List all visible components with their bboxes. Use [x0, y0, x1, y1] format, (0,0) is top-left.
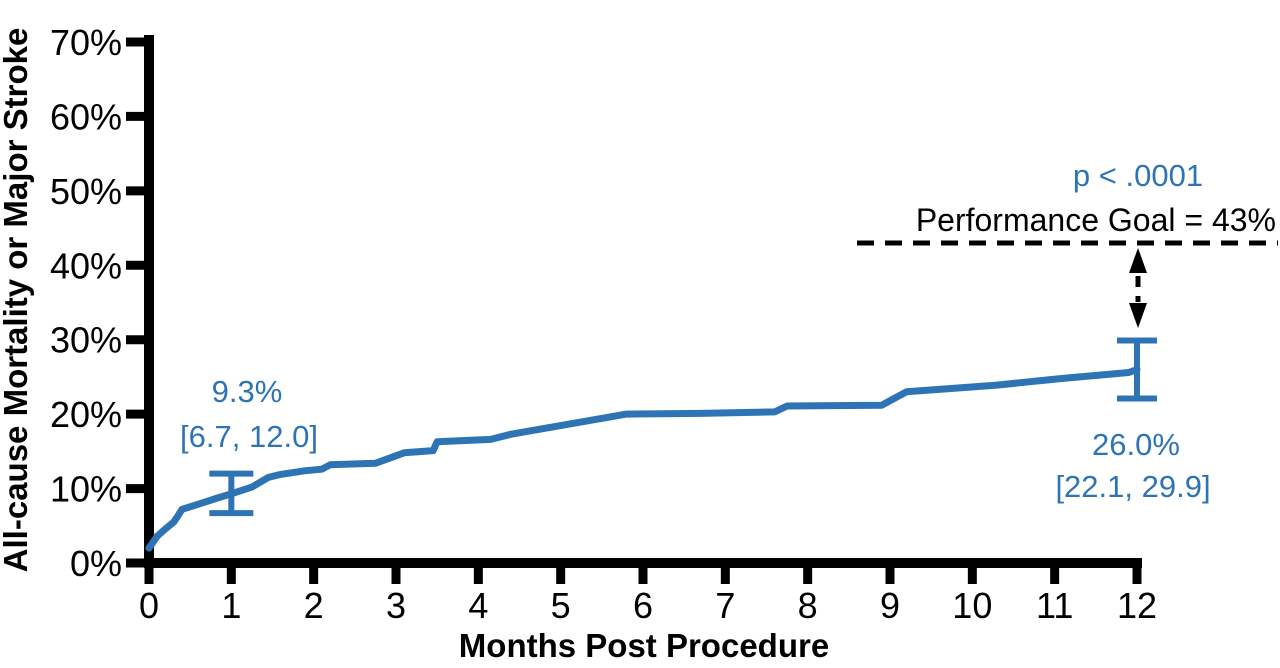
x-tick-label: 4 [468, 585, 488, 626]
y-axis-title: All-cause Mortality or Major Stroke [0, 28, 34, 573]
y-tick-label: 10% [50, 469, 122, 510]
x-tick-label: 6 [633, 585, 653, 626]
x-axis-title: Months Post Procedure [459, 627, 829, 664]
error-bar-month-12 [1117, 337, 1157, 402]
x-tick-label: 5 [551, 585, 571, 626]
x-tick-label: 1 [221, 585, 241, 626]
curve-layer [145, 366, 1141, 552]
arrowhead-down [1129, 302, 1147, 328]
x-tick-label: 7 [715, 585, 735, 626]
y-tick-label: 0% [70, 543, 122, 584]
y-tick-label: 40% [50, 245, 122, 286]
performance-goal-label: Performance Goal = 43% [916, 202, 1276, 238]
arrowhead-up [1129, 247, 1147, 273]
error-bars-layer [209, 337, 1157, 517]
y-tick-label: 70% [50, 22, 122, 63]
axes-layer: 0%10%20%30%40%50%60%70%0 1 2 3 4 5 6 7 8 9 10 11 12 [50, 22, 1157, 626]
month1-ci-label: [6.7, 12.0] [180, 419, 318, 454]
x-tick-label: 10 [952, 585, 992, 626]
km-curve-path [145, 366, 1141, 552]
month1-estimate-label: 9.3% [212, 374, 283, 409]
error-bar-month-1 [209, 470, 254, 517]
x-tick-label: 9 [880, 585, 900, 626]
x-tick-label: 8 [798, 585, 818, 626]
y-tick-label: 50% [50, 171, 122, 212]
performance-goal-layer [857, 240, 1278, 328]
x-tick-label: 2 [304, 585, 324, 626]
y-tick-label: 30% [50, 320, 122, 361]
y-tick-label: 60% [50, 96, 122, 137]
y-tick-label: 20% [50, 394, 122, 435]
x-tick-label: 3 [386, 585, 406, 626]
month12-estimate-label: 26.0% [1092, 427, 1180, 462]
month12-ci-label: [22.1, 29.9] [1055, 469, 1210, 504]
x-tick-label: 12 [1117, 585, 1157, 626]
x-tick-label: 11 [1036, 585, 1073, 626]
x-tick-label: 0 [139, 585, 159, 626]
p-value-label: p < .0001 [1073, 158, 1203, 193]
